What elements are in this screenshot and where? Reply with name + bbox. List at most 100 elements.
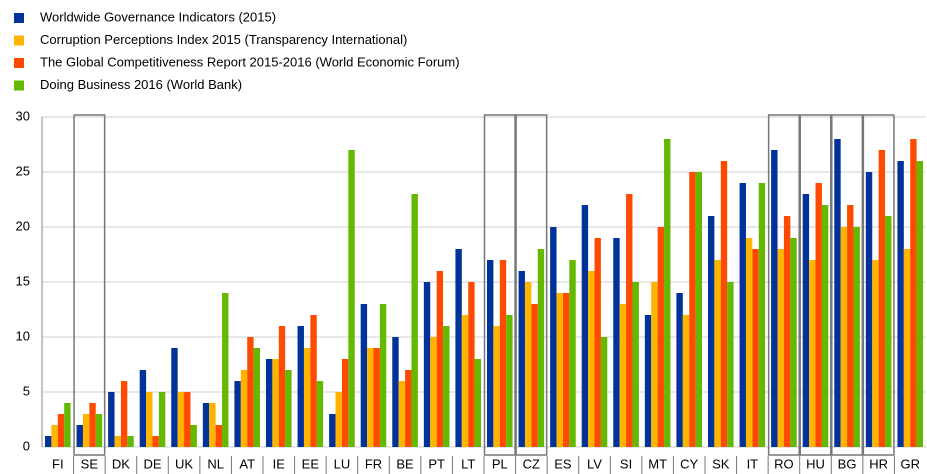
bar — [790, 238, 797, 447]
bar — [316, 381, 324, 447]
bar — [247, 337, 254, 447]
legend-label: Doing Business 2016 (World Bank) — [40, 77, 242, 92]
bar — [120, 381, 128, 447]
bar — [664, 139, 671, 447]
bar — [190, 425, 197, 447]
bar — [695, 172, 703, 447]
bar — [657, 227, 665, 447]
bar — [461, 315, 469, 447]
bar — [341, 359, 349, 447]
bar — [720, 161, 728, 447]
highlight-box — [767, 114, 800, 456]
bar — [707, 216, 715, 447]
bar — [878, 150, 886, 447]
bar — [171, 348, 178, 447]
bar — [518, 271, 525, 447]
bar — [202, 403, 210, 447]
bar — [493, 326, 500, 447]
bar — [379, 304, 387, 447]
x-tick-label: EE — [302, 456, 320, 471]
bar — [329, 414, 336, 447]
bar — [676, 293, 683, 447]
bar — [619, 304, 627, 447]
bar — [335, 392, 342, 447]
bar — [44, 436, 52, 447]
x-tick-label: RO — [774, 456, 794, 471]
bar — [89, 403, 96, 447]
bar — [468, 282, 475, 447]
bar — [783, 216, 791, 447]
x-tick-label: SK — [712, 456, 730, 471]
bar — [398, 381, 406, 447]
bar — [821, 205, 829, 447]
bar — [853, 227, 860, 447]
bar — [443, 326, 450, 447]
highlight-box — [73, 114, 106, 456]
bar — [430, 337, 437, 447]
x-tick-label: ES — [554, 456, 572, 471]
bar — [177, 392, 185, 447]
bar — [682, 315, 690, 447]
x-tick-label: LU — [334, 456, 351, 471]
bar — [739, 183, 746, 447]
bar — [297, 326, 304, 447]
bar — [158, 392, 166, 447]
bar — [562, 293, 570, 447]
bar — [82, 414, 90, 447]
highlight-box — [515, 114, 548, 456]
bar — [903, 249, 911, 447]
bar — [209, 403, 216, 447]
bar — [727, 282, 734, 447]
bar — [215, 425, 223, 447]
legend-swatch — [14, 80, 24, 91]
bar — [745, 238, 753, 447]
highlight-box — [862, 114, 895, 456]
bar — [367, 348, 374, 447]
x-tick-label: SE — [81, 456, 99, 471]
bar — [569, 260, 576, 447]
x-tick-label: UK — [175, 456, 193, 471]
bar — [758, 183, 766, 447]
x-tick-label: CY — [680, 456, 698, 471]
x-tick-label: IE — [273, 456, 286, 471]
bar — [139, 370, 147, 447]
bar — [556, 293, 563, 447]
bar — [537, 249, 545, 447]
legend-label: The Global Competitiveness Report 2015-2… — [40, 54, 460, 69]
bar — [802, 194, 810, 447]
x-tick-label: HR — [869, 456, 888, 471]
bar — [651, 282, 658, 447]
bar — [373, 348, 380, 447]
bar — [64, 403, 71, 447]
bar — [897, 161, 904, 447]
x-tick-label: GR — [900, 456, 920, 471]
bar — [348, 150, 355, 447]
bar — [392, 337, 399, 447]
x-tick-label: NL — [207, 456, 224, 471]
x-tick-label: AT — [239, 456, 255, 471]
x-tick-label: FI — [52, 456, 64, 471]
bar — [127, 436, 134, 447]
bar — [423, 282, 431, 447]
bar — [524, 282, 532, 447]
highlight-box — [831, 114, 864, 456]
bar — [152, 436, 159, 447]
y-tick-label: 0 — [23, 438, 30, 453]
bar — [285, 370, 292, 447]
bar — [234, 381, 241, 447]
bar — [108, 392, 115, 447]
bar — [872, 260, 879, 447]
bar — [840, 227, 848, 447]
bar — [613, 238, 620, 447]
bar — [253, 348, 261, 447]
highlight-box — [799, 114, 832, 456]
bar — [752, 249, 759, 447]
bar — [771, 150, 778, 447]
x-tick-label: MT — [648, 456, 667, 471]
bar — [114, 436, 121, 447]
bar — [222, 293, 229, 447]
bar — [95, 414, 103, 447]
x-tick-label: BG — [838, 456, 857, 471]
bar — [474, 359, 482, 447]
